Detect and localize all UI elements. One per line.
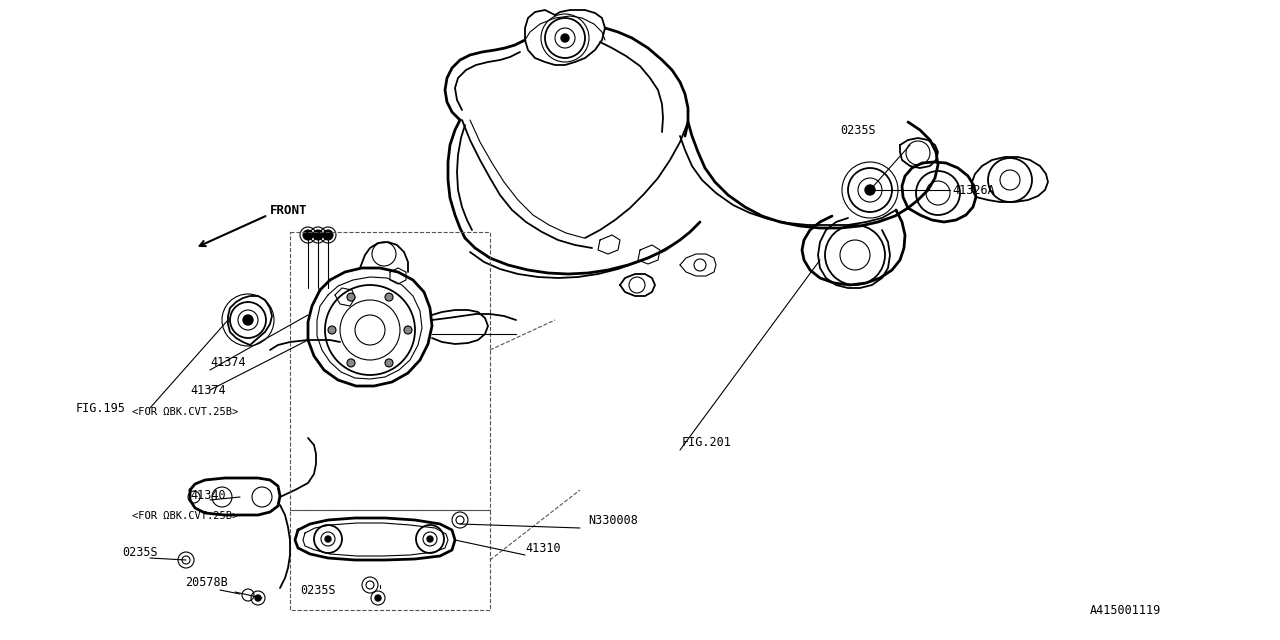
Circle shape: [314, 230, 323, 240]
Text: 41326A: 41326A: [952, 184, 995, 196]
Circle shape: [243, 315, 253, 325]
Circle shape: [347, 293, 355, 301]
Circle shape: [865, 185, 876, 195]
Circle shape: [328, 326, 337, 334]
Circle shape: [347, 359, 355, 367]
Text: 41374: 41374: [189, 383, 225, 397]
Text: 41374: 41374: [210, 355, 246, 369]
Circle shape: [561, 34, 570, 42]
Text: <FOR ΩBK.CVT.25B>: <FOR ΩBK.CVT.25B>: [132, 407, 238, 417]
Circle shape: [303, 230, 314, 240]
Text: N330008: N330008: [588, 513, 637, 527]
Text: FIG.195: FIG.195: [76, 401, 125, 415]
Text: 41310: 41310: [525, 541, 561, 554]
Text: 0235S: 0235S: [122, 545, 157, 559]
Text: 20578B: 20578B: [186, 575, 228, 589]
Circle shape: [385, 293, 393, 301]
Text: FRONT: FRONT: [270, 204, 307, 216]
Circle shape: [255, 595, 261, 601]
Text: A415001119: A415001119: [1091, 604, 1161, 616]
Circle shape: [404, 326, 412, 334]
Circle shape: [375, 595, 381, 601]
Text: <FOR ΩBK.CVT.25B>: <FOR ΩBK.CVT.25B>: [132, 511, 238, 521]
Circle shape: [323, 230, 333, 240]
Text: 0235S: 0235S: [840, 124, 876, 136]
Circle shape: [428, 536, 433, 542]
Circle shape: [385, 359, 393, 367]
Circle shape: [325, 536, 332, 542]
Text: 41340: 41340: [189, 488, 225, 502]
Text: FIG.201: FIG.201: [682, 435, 732, 449]
Text: 0235S: 0235S: [300, 584, 335, 596]
